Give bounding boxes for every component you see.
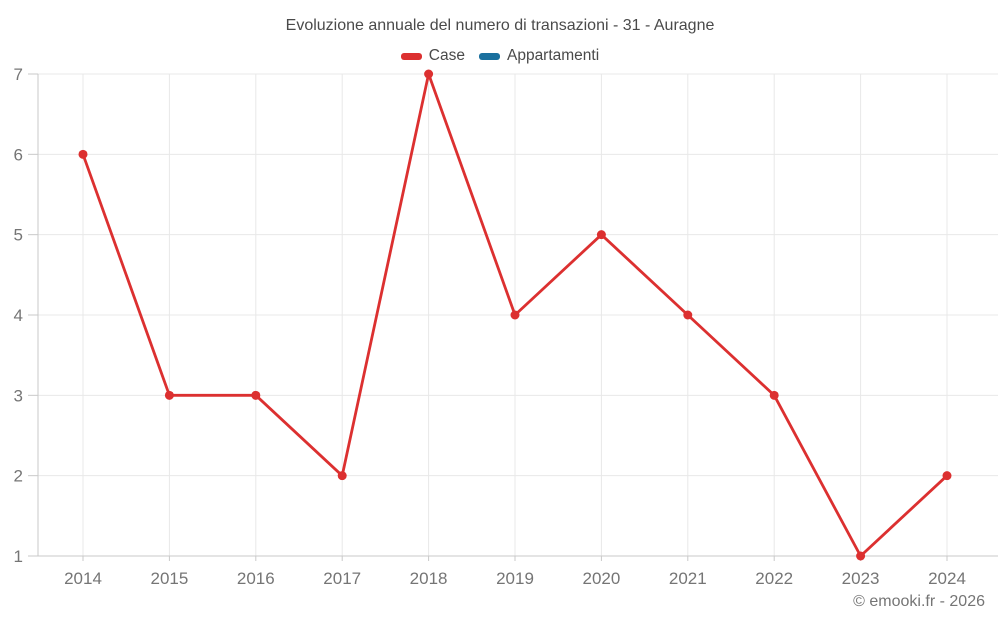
y-tick-label-1: 1: [14, 547, 23, 566]
y-tick-label-7: 7: [14, 65, 23, 84]
case-point-2019[interactable]: [510, 310, 520, 320]
case-point-2018[interactable]: [424, 69, 434, 79]
y-tick-label-4: 4: [14, 306, 23, 325]
case-point-2016[interactable]: [251, 390, 261, 400]
x-tick-label-2024: 2024: [928, 569, 966, 588]
case-series-swatch-icon: [400, 52, 422, 60]
case-point-2015[interactable]: [164, 390, 174, 400]
case-point-2021[interactable]: [683, 310, 693, 320]
x-tick-label-2021: 2021: [669, 569, 707, 588]
x-tick-label-2023: 2023: [842, 569, 880, 588]
case-point-2020[interactable]: [596, 230, 606, 240]
x-tick-label-2022: 2022: [755, 569, 793, 588]
legend-item-appartamenti[interactable]: Appartamenti: [478, 47, 600, 65]
case-point-2014[interactable]: [78, 149, 88, 159]
x-tick-label-2015: 2015: [150, 569, 188, 588]
appartamenti-series-swatch-icon: [478, 52, 500, 60]
chart-title: Evoluzione annuale del numero di transaz…: [285, 17, 715, 34]
case-point-2017[interactable]: [337, 471, 347, 481]
case-point-2022[interactable]: [769, 390, 779, 400]
y-tick-label-6: 6: [14, 145, 23, 164]
case-point-2023[interactable]: [856, 551, 866, 561]
x-tick-label-2020: 2020: [582, 569, 620, 588]
legend-label-appartamenti: Appartamenti: [506, 47, 600, 64]
legend-item-case[interactable]: Case: [400, 47, 465, 65]
x-tick-label-2017: 2017: [323, 569, 361, 588]
y-tick-label-2: 2: [14, 467, 23, 486]
x-tick-label-2018: 2018: [410, 569, 448, 588]
y-tick-label-5: 5: [14, 226, 23, 245]
legend-label-case: Case: [428, 47, 465, 64]
x-tick-label-2019: 2019: [496, 569, 534, 588]
legend: Case Appartamenti: [0, 47, 1000, 65]
y-tick-label-3: 3: [14, 386, 23, 405]
case-point-2024[interactable]: [942, 471, 952, 481]
x-tick-label-2016: 2016: [237, 569, 275, 588]
watermark: © emooki.fr - 2026: [853, 593, 985, 610]
x-tick-label-2014: 2014: [64, 569, 102, 588]
